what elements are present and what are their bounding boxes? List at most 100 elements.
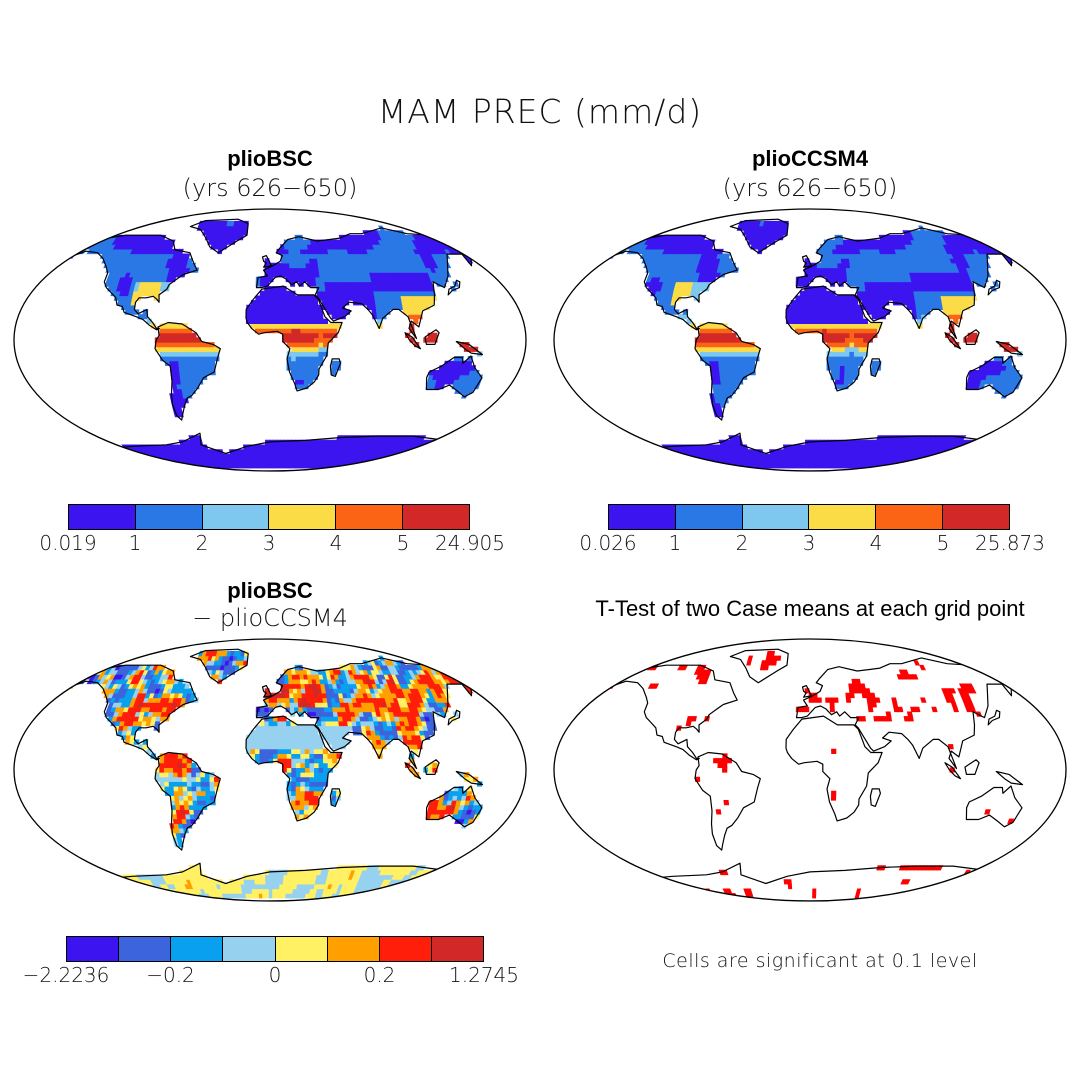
figure-title: MAM PREC (mm/d) [377, 92, 703, 131]
coastline-north-america [62, 664, 198, 761]
colorbar-swatch [609, 505, 676, 529]
coastline-sumatra [944, 332, 962, 350]
colorbar-swatch [202, 505, 270, 529]
panel-subtitle-pliobsc: (yrs 626−650) [182, 174, 358, 202]
coastline-greenland [189, 648, 249, 684]
coastline-eurasia [795, 227, 1030, 340]
map-ttest [553, 638, 1067, 902]
coastline-borneo [964, 329, 980, 345]
coastline-africa [785, 285, 883, 392]
coastline-layer [602, 648, 1030, 901]
coastline-south-america [154, 751, 221, 851]
colorbar-swatch [431, 937, 483, 961]
colorbar-tick-label: 0 [268, 963, 282, 987]
coastline-borneo [964, 759, 980, 775]
coastline-layer [602, 218, 1030, 471]
coastline-sumatra [404, 332, 422, 350]
coastline-north-america [62, 234, 198, 331]
map-background [554, 639, 1066, 901]
colorbar-swatch [135, 505, 203, 529]
coastline-uk [261, 254, 272, 268]
colorbar-tick-label: 4 [869, 531, 883, 555]
colorbar-swatches [608, 504, 1010, 530]
colorbar-tick-label: 3 [262, 531, 276, 555]
panel-subtitle-difference: − plioCCSM4 [192, 604, 348, 632]
colorbar-swatch [327, 937, 380, 961]
colorbar-tick-label: 1 [128, 531, 142, 555]
coastline-australia [965, 355, 1023, 398]
coastline-layer [62, 218, 490, 471]
significance-note: Cells are significant at 0.1 level [662, 950, 978, 972]
map-border [13, 638, 527, 902]
colorbar-swatch [223, 937, 276, 961]
coastline-africa [245, 715, 343, 822]
colorbar-tick-label: 25.873 [975, 531, 1045, 555]
coastline-australia [425, 785, 483, 828]
coastline-new-guinea [995, 340, 1024, 356]
coastline-australia [425, 355, 483, 398]
coastline-japan [447, 709, 461, 726]
colorbar-swatches [66, 936, 484, 962]
coastline-madagascar [869, 358, 881, 377]
colorbar-tick-label: 0.2 [363, 963, 396, 987]
colorbar-tick-label: 24.905 [435, 531, 505, 555]
colorbar-swatch [119, 937, 172, 961]
panel-title-ttest: T-Test of two Case means at each grid po… [595, 596, 1025, 621]
colorbar-swatch [67, 937, 120, 961]
coastline-greenland [729, 648, 789, 684]
coastline-eurasia [255, 657, 490, 770]
colorbar-tick-label: 2 [735, 531, 749, 555]
coastline-australia [965, 785, 1023, 828]
coastline-borneo [424, 759, 440, 775]
coastline-greenland [729, 218, 789, 254]
colorbar-tick-label: 2 [195, 531, 209, 555]
panel-title-pliocssm4: plioCCSM4 [751, 146, 869, 171]
coastline-south-america [694, 751, 761, 851]
colorbar-pliocssm4: 0.026 1 2 3 4 5 25.873 [579, 504, 1045, 564]
colorbar-tick-label: 4 [329, 531, 343, 555]
colorbar-swatch [403, 505, 469, 529]
coastline-south-america [694, 321, 761, 421]
coastline-eurasia [795, 657, 1030, 770]
colorbar-swatch [275, 937, 328, 961]
colorbar-tick-label: 5 [396, 531, 410, 555]
coastline-north-america [602, 664, 738, 761]
coastline-africa [785, 715, 883, 822]
colorbar-tick-label: 0.026 [579, 531, 637, 555]
colorbar-tick-label: −2.2236 [22, 963, 110, 987]
coastline-greenland [189, 218, 249, 254]
coastline-south-america [154, 321, 221, 421]
panel-subtitle-pliocssm4: (yrs 626−650) [722, 174, 898, 202]
coastline-uk [801, 254, 812, 268]
map-pliocssm4 [553, 208, 1067, 472]
coastline-new-guinea [455, 770, 484, 786]
coastline-madagascar [869, 788, 881, 807]
panel-title-pliobsc: plioBSC [227, 146, 313, 171]
coastline-borneo [424, 329, 440, 345]
coastline-new-guinea [455, 340, 484, 356]
coastline-uk [261, 684, 272, 698]
colorbar-swatch [809, 505, 877, 529]
map-pliobsc [13, 208, 527, 472]
colorbar-tick-label: −0.2 [146, 963, 195, 987]
coastline-japan [987, 279, 1001, 296]
coastline-madagascar [329, 788, 341, 807]
map-border [553, 638, 1067, 902]
colorbar-tick-label: 5 [936, 531, 950, 555]
colorbar-tick-label: 3 [802, 531, 816, 555]
colorbar-swatch [876, 505, 944, 529]
colorbar-swatch [171, 937, 224, 961]
colorbar-tick-label: 1.2745 [449, 963, 519, 987]
colorbar-tick-label: 0.019 [39, 531, 97, 555]
coastline-japan [987, 709, 1001, 726]
panel-title-difference: plioBSC [227, 578, 313, 603]
colorbar-difference: −2.2236 −0.2 0 0.2 1.2745 [23, 936, 519, 996]
coastline-africa [245, 285, 343, 392]
map-difference [13, 638, 527, 902]
colorbar-tick-label: 1 [668, 531, 682, 555]
colorbar-swatch [943, 505, 1009, 529]
coastline-north-america [602, 234, 738, 331]
colorbar-swatch [269, 505, 337, 529]
map-border [13, 208, 527, 472]
coastline-sumatra [404, 762, 422, 780]
